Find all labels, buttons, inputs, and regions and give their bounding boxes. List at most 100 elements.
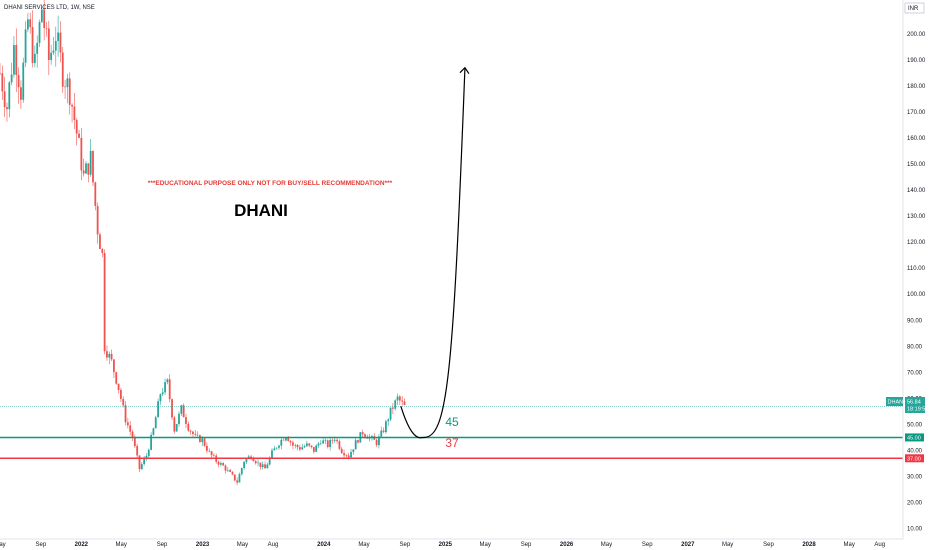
candle-body <box>322 440 325 444</box>
candle-body <box>150 434 153 450</box>
y-tick-label: 120.00 <box>907 240 926 246</box>
candle-body <box>285 437 287 441</box>
x-tick-label: Aug <box>874 542 885 548</box>
candle-body <box>17 74 20 88</box>
svg-text:DHANI: DHANI <box>888 400 906 406</box>
x-tick-label: May <box>722 542 733 548</box>
candle-body <box>54 41 57 51</box>
candle-body <box>22 62 25 100</box>
candle-body <box>68 78 71 105</box>
candle-body <box>403 401 406 405</box>
support-level-label: 45 <box>445 415 459 429</box>
x-tick-label: May <box>601 542 612 548</box>
candle-body <box>324 440 327 442</box>
x-tick-label: May <box>358 542 369 548</box>
candle-body <box>126 422 129 426</box>
time-axis[interactable]: May Sep 2022 May Sep 2023 May Aug 2024 May Sep 2025… <box>0 542 885 548</box>
candle-body <box>224 465 227 471</box>
candle-body <box>29 19 32 28</box>
disclaimer-text: ***EDUCATIONAL PURPOSE ONLY NOT FOR BUY/… <box>148 180 393 187</box>
candle-body <box>364 434 366 437</box>
stop-price-tag: 37.00 <box>905 454 924 463</box>
candle-body <box>206 445 208 451</box>
candle-body <box>326 440 329 448</box>
y-tick-label: 140.00 <box>907 188 926 194</box>
candle-body <box>131 431 134 439</box>
candle-body <box>210 451 213 456</box>
candle-body <box>287 437 290 442</box>
candle-body <box>6 107 8 110</box>
candle-body <box>315 445 318 452</box>
x-tick-label: Sep <box>399 542 410 548</box>
candle-body <box>73 106 76 121</box>
currency-button-box[interactable] <box>904 2 925 14</box>
candle-body <box>245 458 248 462</box>
price-axis[interactable]: 10.0020.0030.0040.0050.0060.0070.0080.00… <box>907 32 926 533</box>
candle-body <box>361 432 364 435</box>
candle-body <box>178 413 180 425</box>
candle-body <box>157 401 159 418</box>
y-tick-label: 130.00 <box>907 214 926 220</box>
candle-body <box>45 27 48 29</box>
candle-body <box>289 441 292 443</box>
candle-body <box>38 22 41 43</box>
x-tick-label: May <box>0 542 6 548</box>
candle-body <box>103 252 106 352</box>
candle-body <box>106 351 108 358</box>
candle-body <box>64 86 66 88</box>
candle-body <box>238 474 241 483</box>
candle-body <box>343 453 345 456</box>
candle-body <box>201 438 204 443</box>
y-tick-label: 70.00 <box>907 370 923 376</box>
y-tick-label: 200.00 <box>907 32 926 38</box>
x-tick-label: Sep <box>157 542 168 548</box>
candle-body <box>382 430 385 433</box>
candle-body <box>36 42 39 54</box>
candle-body <box>71 104 73 107</box>
candle-body <box>208 450 211 452</box>
svg-text:37.00: 37.00 <box>907 456 921 462</box>
x-tick-label: 2026 <box>560 542 574 548</box>
support-price-tag: 45.00 <box>905 433 924 442</box>
candle-body <box>185 417 187 424</box>
candle-body <box>371 436 373 438</box>
x-tick-label: Aug <box>268 542 279 548</box>
candle-body <box>226 469 229 471</box>
candle-body <box>301 447 304 450</box>
candle-body <box>57 32 60 42</box>
candle-body <box>308 443 311 446</box>
candle-body <box>354 440 357 450</box>
candle-body <box>375 439 378 446</box>
candle-body <box>50 52 53 61</box>
candle-body <box>159 394 162 402</box>
candle-body <box>389 407 392 420</box>
y-tick-label: 100.00 <box>907 292 926 298</box>
candle-body <box>310 445 313 448</box>
candle-body <box>312 447 315 452</box>
candle-body <box>278 445 280 448</box>
candle-body <box>282 439 285 441</box>
candle-body <box>298 447 301 450</box>
candle-body <box>340 448 343 454</box>
x-tick-label: Sep <box>521 542 532 548</box>
svg-text:45.00: 45.00 <box>907 435 921 441</box>
candle-body <box>275 447 278 449</box>
candle-body <box>229 469 232 473</box>
x-tick-label: 2023 <box>196 542 210 548</box>
candle-body <box>80 137 83 171</box>
y-tick-label: 110.00 <box>907 266 926 272</box>
candle-body <box>92 150 94 183</box>
candle-body <box>347 455 350 458</box>
candle-body <box>357 440 359 443</box>
candle-body <box>257 462 259 464</box>
candle-body <box>145 456 148 459</box>
candle-body <box>173 417 176 432</box>
y-tick-label: 170.00 <box>907 110 926 116</box>
y-tick-label: 40.00 <box>907 448 923 454</box>
y-tick-label: 50.00 <box>907 422 923 428</box>
candle-body <box>187 423 190 431</box>
currency-label[interactable]: INR <box>908 6 919 12</box>
candle-body <box>240 468 243 475</box>
candle-body <box>182 405 185 418</box>
